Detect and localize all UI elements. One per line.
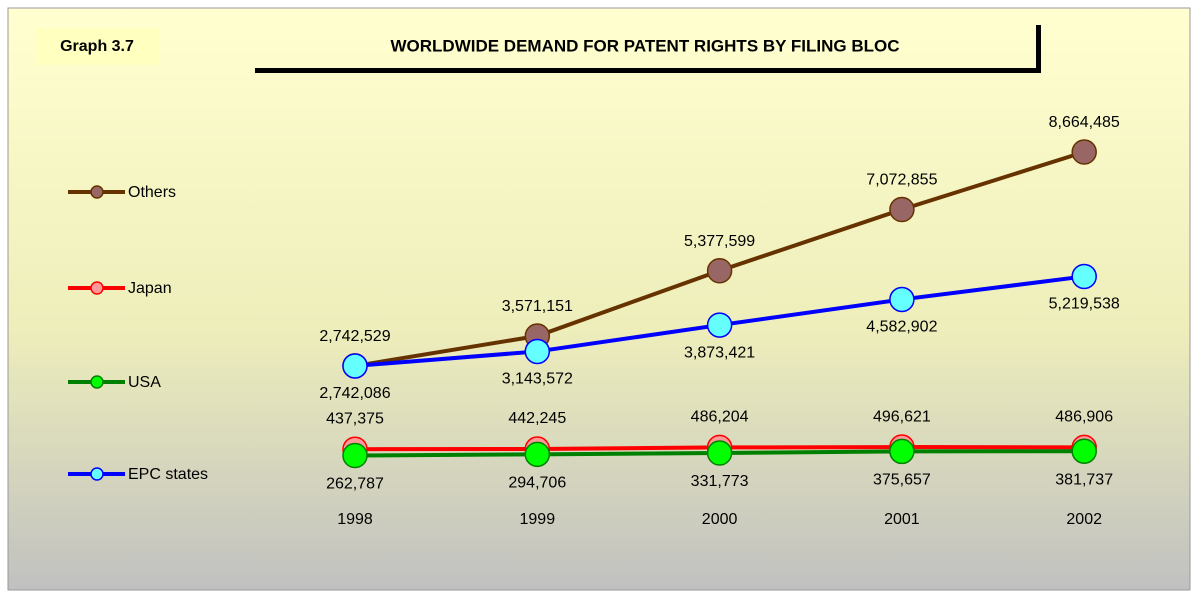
legend-label: Japan <box>128 280 172 297</box>
data-label: 262,787 <box>326 476 384 493</box>
data-label: 437,375 <box>326 410 384 427</box>
data-point <box>524 441 551 468</box>
x-tick-label: 2000 <box>702 511 738 528</box>
data-point <box>342 442 368 469</box>
data-point <box>1071 139 1097 165</box>
graph-label: Graph 3.7 <box>60 38 134 55</box>
data-point <box>524 338 551 365</box>
legend-label: USA <box>128 374 161 391</box>
legend-marker <box>90 281 104 295</box>
data-label: 294,706 <box>508 475 566 492</box>
legend-label: EPC states <box>128 466 208 483</box>
data-point <box>889 196 915 223</box>
data-point <box>889 438 915 465</box>
data-point <box>342 353 368 379</box>
legend-marker <box>90 375 104 389</box>
data-label: 486,204 <box>691 409 749 426</box>
data-point <box>706 312 733 338</box>
data-label: 5,377,599 <box>684 233 755 250</box>
x-tick-label: 2001 <box>884 511 920 528</box>
data-label: 375,657 <box>873 472 931 489</box>
plot: 1998 1999 2000 2001 2002 Others Japan USA EPC st… <box>68 114 1120 528</box>
legend-marker <box>90 185 104 199</box>
data-label: 2,742,086 <box>319 385 390 402</box>
x-tick-label: 1998 <box>337 511 373 528</box>
data-label: 2,742,529 <box>319 328 390 345</box>
data-point <box>1071 438 1097 464</box>
data-label: 8,664,485 <box>1049 114 1120 131</box>
chart-title: WORLDWIDE DEMAND FOR PATENT RIGHTS BY FI… <box>390 36 899 55</box>
legend-label: Others <box>128 184 176 201</box>
data-label: 3,571,151 <box>502 298 573 315</box>
x-tick-label: 2002 <box>1066 511 1102 528</box>
data-label: 442,245 <box>508 410 566 427</box>
data-point <box>889 286 915 313</box>
data-label: 5,219,538 <box>1049 296 1120 313</box>
data-label: 381,737 <box>1055 471 1113 488</box>
x-tick-label: 1999 <box>520 511 556 528</box>
data-label: 496,621 <box>873 408 931 425</box>
label-box <box>35 28 160 65</box>
data-label: 7,072,855 <box>866 172 937 189</box>
data-label: 486,906 <box>1055 409 1113 426</box>
data-point <box>706 440 733 466</box>
chart-background <box>7 7 1191 591</box>
data-label: 4,582,902 <box>866 319 937 336</box>
data-point <box>706 257 733 284</box>
legend-marker <box>90 467 104 481</box>
data-label: 331,773 <box>691 473 749 490</box>
data-label: 3,873,421 <box>684 344 755 361</box>
data-label: 3,143,572 <box>502 371 573 388</box>
title-bar <box>1036 25 1041 73</box>
title-underline <box>255 68 1041 73</box>
data-point <box>1071 263 1097 290</box>
